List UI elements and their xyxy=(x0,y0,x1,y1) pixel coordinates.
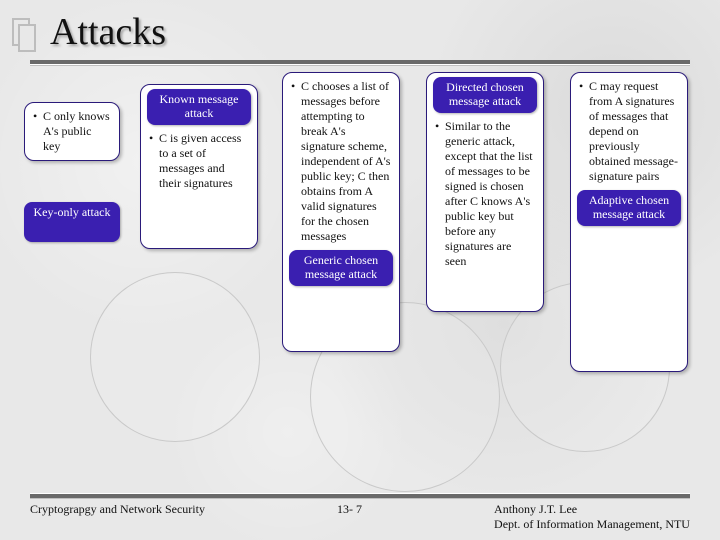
page-title: Attacks xyxy=(50,10,690,54)
footer-right: Anthony J.T. Lee Dept. of Information Ma… xyxy=(494,502,690,532)
circle-deco xyxy=(90,272,260,442)
title-ornament xyxy=(12,18,38,54)
slide: Attacks •C only knows A's public key Key… xyxy=(0,0,720,540)
known-message-label: Known message attack xyxy=(147,89,251,125)
adaptive-chosen-box: •C may request from A signatures of mess… xyxy=(570,72,688,372)
footer: Cryptograpgy and Network Security 13- 7 … xyxy=(30,494,690,532)
footer-dept: Dept. of Information Management, NTU xyxy=(494,517,690,532)
directed-chosen-label: Directed chosen message attack xyxy=(433,77,537,113)
footer-page-number: 13- 7 xyxy=(337,502,362,532)
bottom-rule xyxy=(30,494,690,498)
footer-author: Anthony J.T. Lee xyxy=(494,502,690,517)
directed-chosen-box: Directed chosen message attack •Similar … xyxy=(426,72,544,312)
title-area: Attacks xyxy=(30,10,690,64)
footer-left: Cryptograpgy and Network Security xyxy=(30,502,205,532)
content-area: •C only knows A's public key Key-only at… xyxy=(30,72,690,452)
known-message-box: Known message attack •C is given access … xyxy=(140,84,258,249)
generic-chosen-label: Generic chosen message attack xyxy=(289,250,393,286)
top-rule xyxy=(30,60,690,64)
adaptive-chosen-body: C may request from A signatures of messa… xyxy=(589,79,679,184)
generic-chosen-box: •C chooses a list of messages before att… xyxy=(282,72,400,352)
known-message-body: C is given access to a set of messages a… xyxy=(159,131,249,191)
directed-chosen-body: Similar to the generic attack, except th… xyxy=(445,119,535,269)
adaptive-chosen-label: Adaptive chosen message attack xyxy=(577,190,681,226)
generic-chosen-body: C chooses a list of messages before atte… xyxy=(301,79,391,244)
key-only-sidebox: •C only knows A's public key xyxy=(24,102,120,161)
key-only-label: Key-only attack xyxy=(24,202,120,242)
key-only-text: C only knows A's public key xyxy=(43,109,111,154)
